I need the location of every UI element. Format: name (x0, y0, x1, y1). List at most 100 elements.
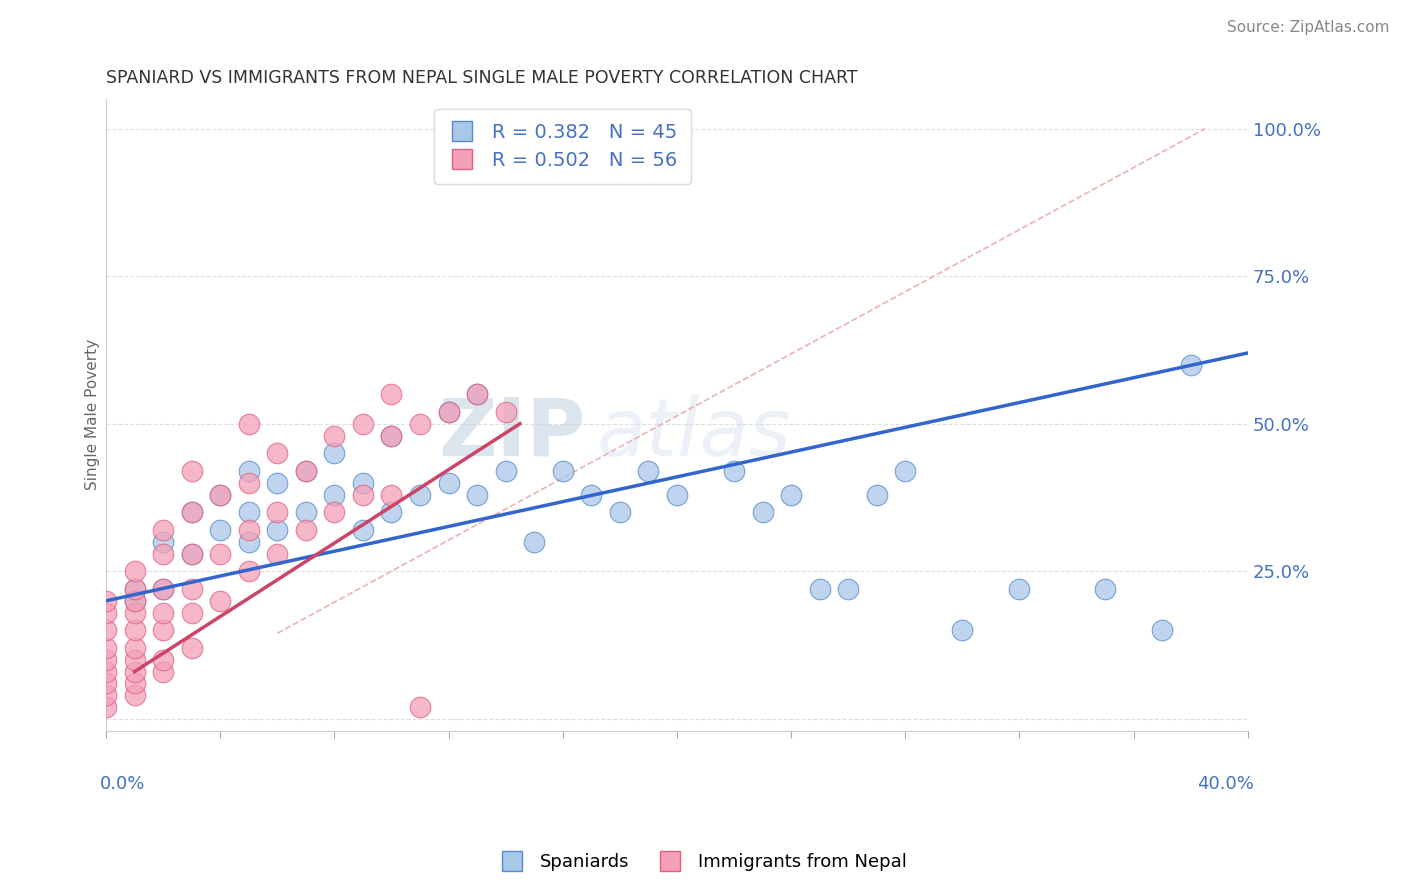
Text: atlas: atlas (598, 395, 792, 473)
Point (523, 534, 546, 549)
Point (266, 505, 288, 519)
Point (152, 653, 174, 667)
Point (581, 487, 603, 501)
Text: 40.0%: 40.0% (1197, 775, 1254, 793)
Point (323, 505, 346, 519)
Point (380, 487, 402, 501)
Point (266, 523, 288, 537)
Point (152, 665, 174, 679)
Point (837, 582, 859, 596)
Y-axis label: Single Male Poverty: Single Male Poverty (86, 339, 100, 491)
Point (551, 464, 574, 478)
Point (866, 487, 889, 501)
Point (94, 624, 117, 638)
Point (124, 688, 146, 702)
Point (94, 700, 117, 714)
Point (152, 606, 174, 620)
Point (94, 594, 117, 608)
Point (1180, 358, 1202, 372)
Point (295, 505, 318, 519)
Point (380, 505, 402, 519)
Point (238, 475, 260, 490)
Point (238, 464, 260, 478)
Point (152, 523, 174, 537)
Legend: Spaniards, Immigrants from Nepal: Spaniards, Immigrants from Nepal (492, 847, 914, 879)
Point (180, 606, 202, 620)
Point (152, 582, 174, 596)
Point (94, 653, 117, 667)
Point (94, 606, 117, 620)
Point (295, 464, 318, 478)
Point (409, 487, 432, 501)
Point (894, 464, 917, 478)
Point (180, 640, 202, 655)
Point (209, 487, 232, 501)
Point (437, 475, 460, 490)
Point (180, 464, 202, 478)
Point (323, 487, 346, 501)
Point (152, 534, 174, 549)
Point (180, 582, 202, 596)
Text: Source: ZipAtlas.com: Source: ZipAtlas.com (1226, 20, 1389, 35)
Point (665, 487, 688, 501)
Point (209, 487, 232, 501)
Point (238, 417, 260, 431)
Point (124, 676, 146, 690)
Text: ZIP: ZIP (439, 395, 585, 473)
Point (209, 523, 232, 537)
Point (124, 640, 146, 655)
Point (94, 688, 117, 702)
Point (266, 446, 288, 460)
Point (124, 653, 146, 667)
Point (1008, 582, 1031, 596)
Point (238, 505, 260, 519)
Point (637, 464, 659, 478)
Point (94, 665, 117, 679)
Point (352, 417, 374, 431)
Point (180, 505, 202, 519)
Point (495, 464, 517, 478)
Point (238, 523, 260, 537)
Point (1094, 582, 1116, 596)
Point (152, 624, 174, 638)
Point (209, 547, 232, 561)
Point (323, 428, 346, 442)
Point (94, 676, 117, 690)
Point (94, 640, 117, 655)
Point (323, 446, 346, 460)
Point (180, 505, 202, 519)
Point (238, 564, 260, 578)
Point (380, 387, 402, 401)
Point (180, 547, 202, 561)
Point (124, 624, 146, 638)
Text: 0.0%: 0.0% (100, 775, 146, 793)
Point (266, 475, 288, 490)
Point (295, 464, 318, 478)
Point (124, 594, 146, 608)
Point (295, 523, 318, 537)
Point (124, 582, 146, 596)
Legend: R = 0.382   N = 45, R = 0.502   N = 56: R = 0.382 N = 45, R = 0.502 N = 56 (434, 109, 692, 184)
Point (380, 428, 402, 442)
Point (352, 475, 374, 490)
Point (465, 387, 488, 401)
Point (723, 464, 745, 478)
Point (751, 505, 773, 519)
Point (180, 547, 202, 561)
Point (808, 582, 831, 596)
Point (124, 594, 146, 608)
Point (437, 405, 460, 419)
Point (238, 534, 260, 549)
Text: SPANIARD VS IMMIGRANTS FROM NEPAL SINGLE MALE POVERTY CORRELATION CHART: SPANIARD VS IMMIGRANTS FROM NEPAL SINGLE… (105, 69, 858, 87)
Point (950, 624, 973, 638)
Point (465, 487, 488, 501)
Point (124, 665, 146, 679)
Point (495, 405, 517, 419)
Point (409, 417, 432, 431)
Point (609, 505, 631, 519)
Point (124, 564, 146, 578)
Point (152, 582, 174, 596)
Point (209, 594, 232, 608)
Point (437, 405, 460, 419)
Point (124, 606, 146, 620)
